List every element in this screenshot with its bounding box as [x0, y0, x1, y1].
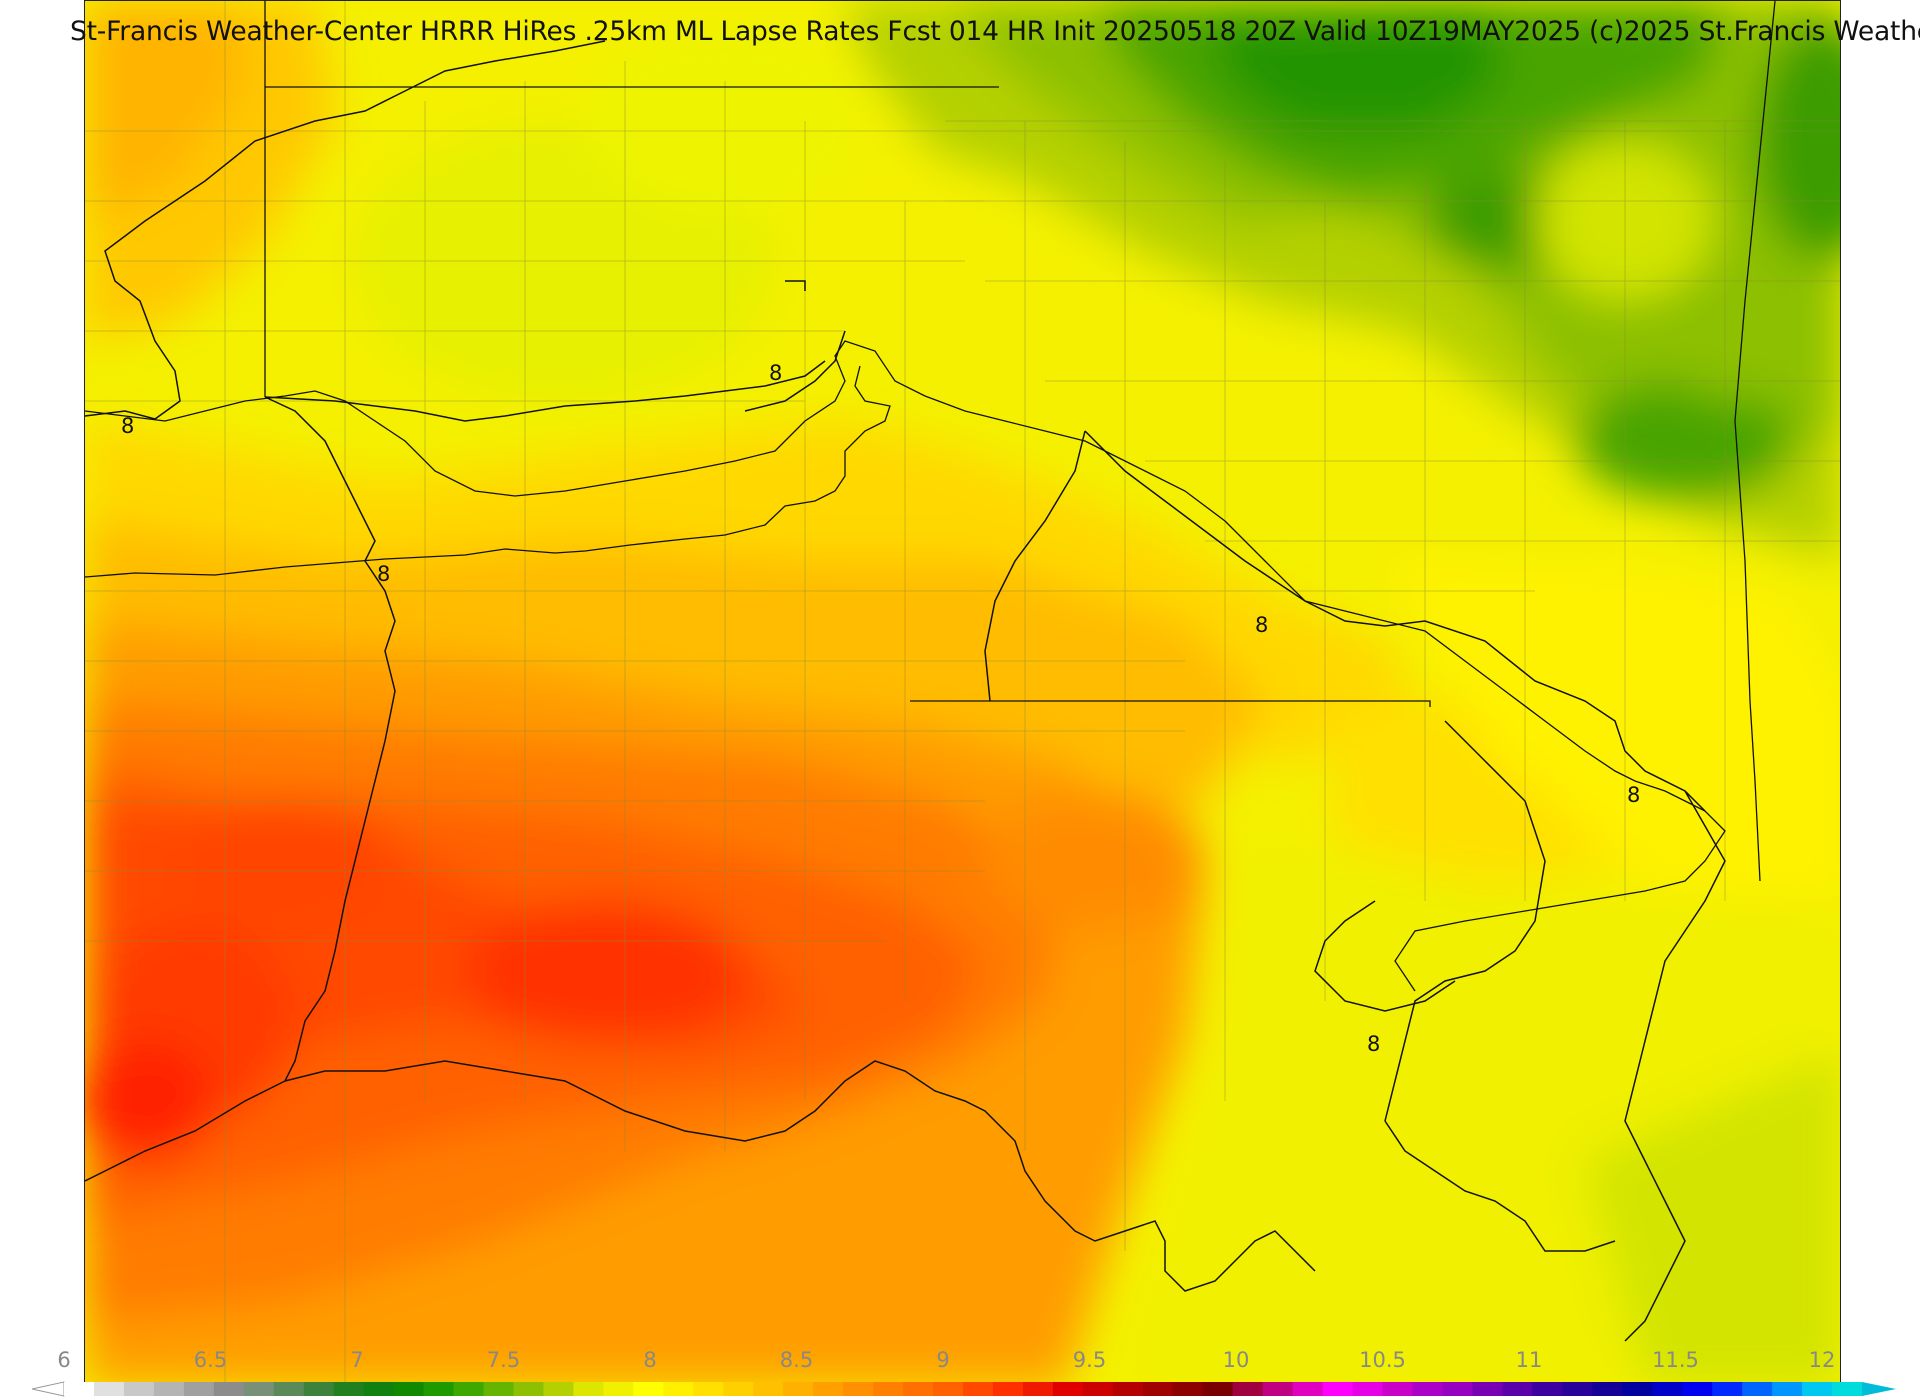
colorbar-swatch — [1592, 1382, 1623, 1396]
colorbar-swatch — [933, 1382, 964, 1396]
state-boundaries — [85, 1, 1776, 882]
colorbar-swatch — [483, 1382, 515, 1396]
colorbar-swatch — [843, 1382, 874, 1396]
colorbar-swatch — [1532, 1382, 1563, 1396]
colorbar-tick-label: 11 — [1515, 1348, 1543, 1372]
colorbar-swatch — [423, 1382, 455, 1396]
colorbar-left-arrow — [31, 1381, 65, 1397]
lapse-rate-map — [85, 1, 1840, 1383]
colorbar-swatch — [453, 1382, 485, 1396]
colorbar-swatch — [1352, 1382, 1384, 1396]
colorbar-swatch — [1292, 1382, 1324, 1396]
colorbar-swatch — [633, 1382, 664, 1396]
colorbar-swatch — [723, 1382, 754, 1396]
colorbar-swatch — [1142, 1382, 1174, 1396]
colorbar-tick-label: 9 — [936, 1348, 950, 1372]
colorbar-swatch — [1232, 1382, 1264, 1396]
colorbar-swatch — [1712, 1382, 1743, 1396]
colorbar-swatch — [783, 1382, 814, 1396]
colorbar-tick-label: 9.5 — [1072, 1348, 1107, 1372]
colorbar-swatch — [1262, 1382, 1294, 1396]
colorbar-swatch — [663, 1382, 694, 1396]
colorbar-swatch — [123, 1382, 155, 1396]
colorbar-swatch — [1562, 1382, 1593, 1396]
colorbar-swatch — [1112, 1382, 1144, 1396]
contour-label: 8 — [1627, 783, 1641, 807]
colorbar-tick-label: 8.5 — [779, 1348, 814, 1372]
colorbar-swatch — [573, 1382, 604, 1396]
colorbar-strip — [31, 1381, 1896, 1397]
colorbar-swatch — [393, 1382, 425, 1396]
colorbar-swatch — [213, 1382, 245, 1396]
coastline-and-rivers — [85, 40, 1726, 1342]
colorbar-swatch — [1502, 1382, 1533, 1396]
colorbar-swatch — [992, 1382, 1024, 1396]
county-lines — [85, 1, 1840, 1383]
colorbar-swatch — [243, 1382, 275, 1396]
colorbar-right-arrow — [1862, 1382, 1896, 1396]
map-frame: 8 8 8 8 8 8 — [84, 0, 1841, 1384]
colorbar-tick-label: 6.5 — [193, 1348, 228, 1372]
colorbar-swatch — [1652, 1382, 1683, 1396]
colorbar-swatch — [603, 1382, 634, 1396]
colorbar-swatch — [903, 1382, 934, 1396]
colorbar-swatch — [1052, 1382, 1084, 1396]
colorbar-swatch — [64, 1382, 95, 1396]
colorbar-tick-label: 11.5 — [1652, 1348, 1699, 1372]
colorbar-swatch — [1202, 1382, 1234, 1396]
colorbar-swatch — [693, 1382, 724, 1396]
contour-label: 8 — [121, 414, 135, 438]
colorbar-swatch — [1772, 1382, 1803, 1396]
colorbar-swatch — [333, 1382, 365, 1396]
colorbar-tick-label: 6 — [57, 1348, 71, 1372]
colorbar-swatch — [1682, 1382, 1713, 1396]
colorbar-tick-label: 10.5 — [1359, 1348, 1406, 1372]
colorbar-swatch — [273, 1382, 305, 1396]
colorbar-swatch — [543, 1382, 575, 1396]
contour-label: 8 — [1255, 613, 1269, 637]
colorbar-swatch — [1742, 1382, 1773, 1396]
colorbar-swatch — [1172, 1382, 1204, 1396]
colorbar-swatch — [963, 1382, 994, 1396]
colorbar-swatch — [363, 1382, 395, 1396]
colorbar-swatch — [873, 1382, 904, 1396]
colorbar-tick-label: 12 — [1808, 1348, 1836, 1372]
colorbar-swatch — [183, 1382, 215, 1396]
colorbar-swatch — [1082, 1382, 1114, 1396]
colorbar-swatch — [1412, 1382, 1444, 1396]
colorbar-swatch — [513, 1382, 545, 1396]
colorbar-swatch — [303, 1382, 335, 1396]
colorbar-swatch — [1382, 1382, 1414, 1396]
colorbar-swatch — [1022, 1382, 1054, 1396]
colorbar-swatch — [1472, 1382, 1503, 1396]
colorbar-swatch — [753, 1382, 784, 1396]
contour-label: 8 — [377, 562, 391, 586]
contour-label: 8 — [1367, 1032, 1381, 1056]
colorbar-swatch — [1442, 1382, 1474, 1396]
colorbar-swatch — [1322, 1382, 1354, 1396]
colorbar-swatch — [1622, 1382, 1653, 1396]
contour-label: 8 — [769, 361, 783, 385]
map-title: St-Francis Weather-Center HRRR HiRes .25… — [70, 16, 1920, 47]
colorbar-tick-label: 7 — [350, 1348, 364, 1372]
colorbar-tick-label: 8 — [643, 1348, 657, 1372]
colorbar-swatch — [1832, 1382, 1863, 1396]
colorbar-swatch — [153, 1382, 185, 1396]
colorbar-tick-label: 7.5 — [486, 1348, 521, 1372]
colorbar-tick-label: 10 — [1222, 1348, 1250, 1372]
colorbar-swatch — [813, 1382, 844, 1396]
contour-8-line — [85, 340, 1726, 992]
colorbar-swatch — [93, 1382, 125, 1396]
colorbar-swatch — [1802, 1382, 1833, 1396]
